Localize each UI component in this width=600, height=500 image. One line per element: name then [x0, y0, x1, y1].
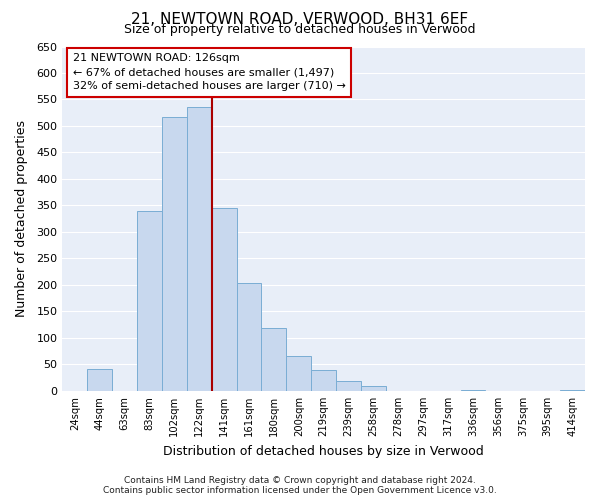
Bar: [361, 386, 386, 391]
Text: 21 NEWTOWN ROAD: 126sqm
← 67% of detached houses are smaller (1,497)
32% of semi: 21 NEWTOWN ROAD: 126sqm ← 67% of detache…: [73, 54, 346, 92]
Bar: [286, 356, 311, 391]
Bar: [187, 108, 212, 391]
Bar: [461, 390, 485, 391]
Text: 21, NEWTOWN ROAD, VERWOOD, BH31 6EF: 21, NEWTOWN ROAD, VERWOOD, BH31 6EF: [131, 12, 469, 28]
Bar: [212, 208, 236, 391]
X-axis label: Distribution of detached houses by size in Verwood: Distribution of detached houses by size …: [163, 444, 484, 458]
Text: Contains HM Land Registry data © Crown copyright and database right 2024.: Contains HM Land Registry data © Crown c…: [124, 476, 476, 485]
Bar: [137, 211, 162, 391]
Bar: [162, 117, 187, 391]
Bar: [87, 369, 112, 391]
Bar: [311, 370, 336, 391]
Bar: [560, 390, 585, 391]
Bar: [262, 328, 286, 391]
Bar: [336, 381, 361, 391]
Text: Contains public sector information licensed under the Open Government Licence v3: Contains public sector information licen…: [103, 486, 497, 495]
Y-axis label: Number of detached properties: Number of detached properties: [15, 120, 28, 317]
Bar: [236, 283, 262, 391]
Text: Size of property relative to detached houses in Verwood: Size of property relative to detached ho…: [124, 22, 476, 36]
